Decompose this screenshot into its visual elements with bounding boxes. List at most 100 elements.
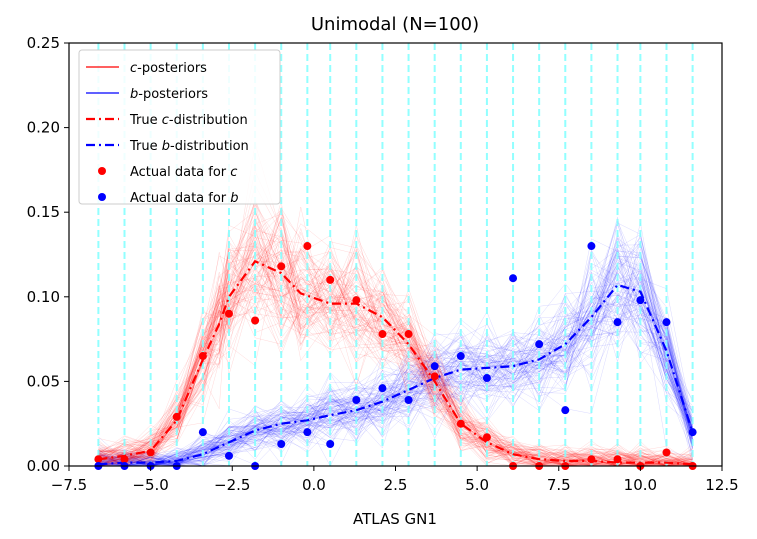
- b-posterior-line: [98, 313, 693, 466]
- b-posterior-line: [98, 302, 693, 464]
- b-posterior-line: [98, 257, 693, 466]
- b-posterior-line: [98, 244, 693, 466]
- data-point-c: [224, 309, 233, 318]
- c-posterior-line: [98, 225, 693, 466]
- data-point-b: [198, 428, 207, 437]
- data-point-b: [613, 318, 622, 327]
- b-posterior-line: [98, 243, 693, 464]
- b-posterior-line: [98, 281, 693, 466]
- b-posterior-line: [98, 283, 693, 466]
- data-point-c: [587, 455, 596, 464]
- legend-label: Actual data for b: [130, 191, 239, 206]
- x-tick-label: 0.0: [302, 476, 326, 494]
- c-posterior-line: [98, 225, 693, 466]
- b-posterior-line: [98, 302, 693, 466]
- b-posterior-line: [98, 220, 693, 466]
- data-point-c: [146, 448, 155, 457]
- b-posterior-line: [98, 222, 693, 466]
- b-posterior-line: [98, 281, 693, 466]
- b-posterior-line: [98, 277, 693, 466]
- b-posterior-line: [98, 304, 693, 464]
- c-posterior-line: [98, 225, 693, 466]
- legend-label: True c-distribution: [129, 113, 248, 128]
- chart-title: Unimodal (N=100): [311, 14, 479, 35]
- data-point-b: [688, 428, 697, 437]
- x-tick-label: 10.0: [624, 476, 657, 494]
- b-posterior-line: [98, 269, 693, 466]
- b-posterior-line: [98, 282, 693, 466]
- b-posterior-line: [98, 305, 693, 466]
- data-point-c: [482, 433, 491, 442]
- b-posterior-line: [98, 234, 693, 464]
- b-posterior-line: [98, 276, 693, 465]
- b-posterior-line: [98, 260, 693, 466]
- c-posterior-line: [98, 265, 693, 466]
- b-posterior-line: [98, 268, 693, 466]
- data-point-b: [326, 440, 335, 449]
- data-point-b: [482, 374, 491, 383]
- data-point-b: [509, 274, 518, 283]
- b-posterior-line: [98, 308, 693, 466]
- b-posterior-line: [98, 238, 693, 466]
- legend-label: b-posteriors: [130, 87, 208, 102]
- y-tick-label: 0.05: [27, 372, 60, 390]
- y-tick-label: 0.10: [27, 288, 60, 306]
- b-posterior-line: [98, 283, 693, 466]
- data-point-c: [613, 455, 622, 464]
- b-posterior-line: [98, 252, 693, 466]
- b-posterior-line: [98, 272, 693, 466]
- b-posterior-line: [98, 252, 693, 466]
- b-posterior-line: [98, 295, 693, 466]
- b-posterior-line: [98, 306, 693, 466]
- data-point-c: [326, 275, 335, 284]
- legend-label: True b-distribution: [129, 139, 249, 154]
- b-posterior-line: [98, 238, 693, 466]
- b-posterior-line: [98, 264, 693, 466]
- c-posterior-line: [98, 251, 693, 466]
- c-posterior-line: [98, 227, 693, 466]
- x-tick-label: 12.5: [705, 476, 738, 494]
- data-point-b: [587, 242, 596, 251]
- c-posterior-line: [98, 247, 693, 466]
- b-posterior-line: [98, 254, 693, 466]
- data-point-b: [404, 396, 413, 405]
- b-posterior-line: [98, 248, 693, 466]
- y-tick-label: 0.25: [27, 34, 60, 52]
- b-posterior-line: [98, 242, 693, 466]
- b-posterior-line: [98, 284, 693, 466]
- b-posterior-line: [98, 263, 693, 466]
- y-tick-label: 0.00: [27, 457, 60, 475]
- data-point-b: [303, 428, 312, 437]
- b-posterior-line: [98, 250, 693, 466]
- c-posterior-line: [98, 225, 693, 466]
- b-posterior-line: [98, 232, 693, 466]
- data-point-b: [277, 440, 286, 449]
- c-posterior-line: [98, 220, 693, 466]
- legend-label: c-posteriors: [130, 61, 207, 76]
- data-point-c: [378, 330, 387, 339]
- b-posterior-line: [98, 235, 693, 466]
- data-point-c: [662, 448, 671, 457]
- b-posterior-line: [98, 302, 693, 466]
- b-posterior-line: [98, 271, 693, 466]
- x-axis-label: ATLAS GN1: [353, 510, 437, 528]
- b-posterior-line: [98, 270, 693, 466]
- b-posterior-line: [98, 244, 693, 466]
- b-posterior-line: [98, 270, 693, 466]
- c-posterior-line: [98, 210, 693, 466]
- x-tick-label: −2.5: [214, 476, 250, 494]
- y-tick-label: 0.20: [27, 119, 60, 137]
- b-posterior-line: [98, 232, 693, 466]
- b-posterior-line: [98, 252, 693, 466]
- b-posterior-line: [98, 292, 693, 460]
- b-posterior-line: [98, 256, 693, 466]
- b-posterior-line: [98, 249, 693, 464]
- data-point-c: [352, 296, 361, 305]
- b-posterior-line: [98, 251, 693, 466]
- b-posterior-line: [98, 260, 693, 466]
- b-posterior-line: [98, 244, 693, 466]
- b-posterior-line: [98, 262, 693, 466]
- b-posterior-line: [98, 253, 693, 464]
- legend-marker-swatch: [98, 193, 106, 201]
- x-tick-label: −5.0: [132, 476, 168, 494]
